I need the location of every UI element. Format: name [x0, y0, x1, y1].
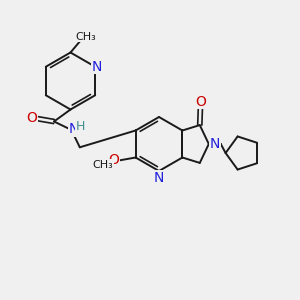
Text: O: O — [27, 112, 38, 125]
Text: CH₃: CH₃ — [76, 32, 97, 42]
Text: CH₃: CH₃ — [93, 160, 114, 170]
Text: N: N — [92, 60, 102, 74]
Text: N: N — [210, 137, 220, 151]
Text: H: H — [76, 120, 85, 134]
Text: N: N — [69, 122, 79, 136]
Text: N: N — [154, 171, 164, 184]
Text: O: O — [195, 95, 206, 109]
Text: O: O — [108, 154, 119, 167]
